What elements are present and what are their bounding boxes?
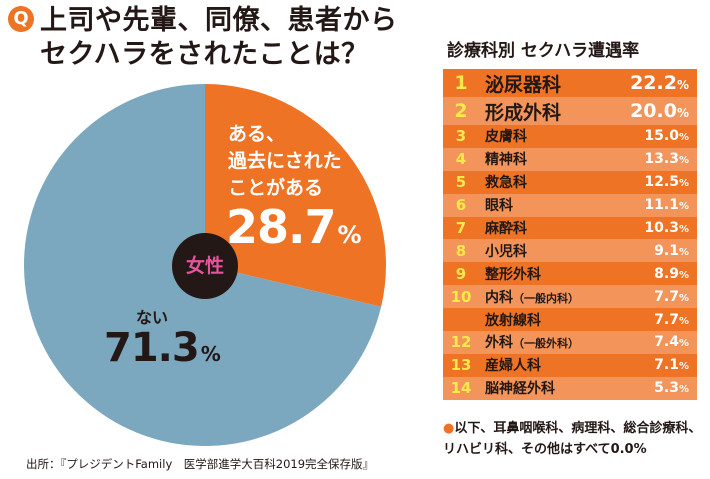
title-line-2: セクハラをされたことは？ xyxy=(40,39,369,70)
table-row: 放射線科 7.7% xyxy=(443,308,697,332)
footnote: ●以下、耳鼻咽喉科、病理科、総合診療科、リハビリ科、その他はすべて0.0% xyxy=(443,421,702,457)
rate-value: 10.3% xyxy=(644,220,689,236)
table-row: 9 整形外科 8.9% xyxy=(443,262,697,286)
rank-number: 8 xyxy=(455,241,467,260)
department-name: 泌尿器科 xyxy=(485,73,562,96)
slice-label-no: ない xyxy=(136,308,169,327)
slice-value-yes: 28.7% xyxy=(226,200,362,254)
gender-badge: 女性 xyxy=(172,233,238,299)
rate-value: 5.3% xyxy=(654,380,689,397)
title-line-1: 上司や先輩、同僚、患者から xyxy=(40,5,398,36)
rank-number: 12 xyxy=(450,333,472,352)
department-name: 外科（一般外科） xyxy=(485,335,579,352)
department-subtitle: （一般外科） xyxy=(513,337,579,351)
rate-value: 8.9% xyxy=(654,265,689,282)
rate-value: 7.1% xyxy=(654,357,689,374)
rate-value: 7.4% xyxy=(654,334,689,351)
table-row: 6 眼科 11.1% xyxy=(443,193,697,217)
rate-value: 20.0% xyxy=(630,100,689,122)
rank-number: 2 xyxy=(454,100,468,122)
table-row: 1 泌尿器科 22.2% xyxy=(443,69,697,97)
table-row: 12 外科（一般外科） 7.4% xyxy=(443,331,697,354)
rank-number: 13 xyxy=(450,356,472,375)
slice-label-yes: ある、 過去にされた ことがある xyxy=(228,123,342,199)
department-name: 救急科 xyxy=(485,175,527,192)
department-name: 皮膚科 xyxy=(485,129,527,146)
rate-value: 7.7% xyxy=(654,311,689,328)
department-name: 脳神経外科 xyxy=(485,381,555,398)
rate-value: 12.5% xyxy=(644,174,689,191)
department-name: 眼科 xyxy=(485,198,513,215)
department-name: 小児科 xyxy=(485,243,527,260)
chart-title: 上司や先輩、同僚、患者から セクハラをされたことは？ xyxy=(40,4,420,72)
department-name: 放射線科 xyxy=(485,312,541,329)
rank-number: 3 xyxy=(455,127,467,146)
table-row: 2 形成外科 20.0% xyxy=(443,97,697,125)
table-row: 14 脳神経外科 5.3% xyxy=(443,376,697,400)
department-name: 麻酔科 xyxy=(485,221,527,237)
rank-number: 1 xyxy=(454,72,468,94)
table-row: 3 皮膚科 15.0% xyxy=(443,125,697,148)
rank-number: 9 xyxy=(455,264,467,283)
department-name: 整形外科 xyxy=(485,266,541,283)
department-subtitle: （一般内科） xyxy=(513,291,579,305)
rate-value: 11.1% xyxy=(644,197,689,214)
department-name: 産婦人科 xyxy=(485,358,541,375)
rank-number: 5 xyxy=(455,173,467,192)
source-citation: 出所：『プレジデントFamily 医学部進学大百科2019完全保存版』 xyxy=(26,457,375,471)
rank-number: 14 xyxy=(450,379,472,398)
slice-value-no: 71.3% xyxy=(104,325,221,371)
rank-number: 7 xyxy=(455,219,467,237)
table-row: 4 精神科 13.3% xyxy=(443,147,697,171)
rate-value: 15.0% xyxy=(644,128,689,145)
table-row: 7 麻酔科 10.3% xyxy=(443,216,697,240)
department-name: 形成外科 xyxy=(485,101,562,124)
department-name: 精神科 xyxy=(485,152,527,169)
rate-value: 7.7% xyxy=(654,288,689,305)
rank-number: 4 xyxy=(455,150,467,169)
pie-slice-0 xyxy=(205,84,386,307)
ranking-table: 1 泌尿器科 22.2% 2 形成外科 20.0% 3 皮膚科 15.0% 4 精神科 13.3% 5 救… xyxy=(443,69,697,400)
rate-value: 13.3% xyxy=(644,151,689,168)
table-row: 13 産婦人科 7.1% xyxy=(443,353,697,377)
table-row: 5 救急科 12.5% xyxy=(443,170,697,194)
rate-value: 22.2% xyxy=(630,72,689,94)
department-name: 内科（一般内科） xyxy=(485,289,579,306)
rank-number: 10 xyxy=(450,287,472,306)
rate-value: 9.1% xyxy=(654,242,689,259)
table-row: 8 小児科 9.1% xyxy=(443,239,697,263)
table-title: 診療科別 セクハラ遭遇率 xyxy=(447,41,640,61)
bullet-icon: ● xyxy=(443,421,455,436)
table-row: 10 内科（一般内科） 7.7% xyxy=(443,285,697,309)
question-icon: Q xyxy=(8,6,34,32)
rank-number: 6 xyxy=(455,196,467,215)
